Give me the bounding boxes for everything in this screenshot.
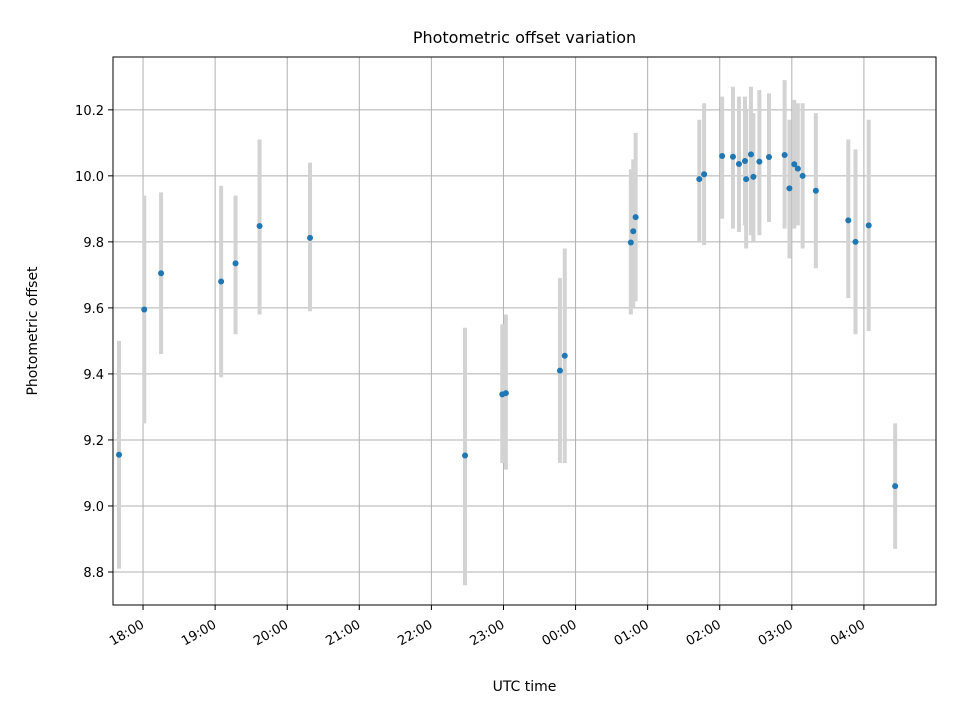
y-tick-label: 9.4 bbox=[83, 368, 104, 383]
data-point bbox=[719, 153, 726, 160]
plot-frame bbox=[112, 56, 937, 606]
data-point bbox=[218, 278, 225, 285]
data-point bbox=[632, 214, 639, 221]
x-axis-label: UTC time bbox=[493, 679, 557, 695]
data-point bbox=[232, 260, 239, 267]
data-point bbox=[116, 451, 123, 458]
data-point bbox=[799, 172, 806, 179]
data-point bbox=[852, 238, 859, 245]
y-tick-label: 9.0 bbox=[83, 500, 104, 515]
data-point bbox=[158, 270, 165, 277]
data-point bbox=[865, 222, 872, 229]
data-point bbox=[729, 153, 736, 160]
data-point bbox=[556, 367, 563, 374]
y-tick-label: 10.0 bbox=[75, 170, 104, 185]
data-point bbox=[502, 390, 509, 397]
data-point bbox=[307, 234, 314, 241]
data-point bbox=[696, 176, 703, 183]
y-tick-label: 8.8 bbox=[83, 566, 104, 581]
data-point bbox=[791, 161, 798, 168]
data-point bbox=[765, 154, 772, 161]
data-point bbox=[743, 176, 750, 183]
chart-title: Photometric offset variation bbox=[413, 28, 636, 47]
data-point bbox=[786, 185, 793, 192]
data-point bbox=[756, 158, 763, 165]
data-point bbox=[812, 187, 819, 194]
y-tick-label: 10.2 bbox=[75, 104, 104, 119]
point-layer bbox=[116, 151, 899, 490]
data-point bbox=[747, 151, 754, 158]
data-point bbox=[627, 239, 634, 246]
data-point bbox=[892, 483, 899, 490]
y-tick-label: 9.6 bbox=[83, 302, 104, 317]
data-point bbox=[845, 217, 852, 224]
data-point bbox=[794, 165, 801, 172]
data-point bbox=[741, 157, 748, 164]
y-axis-label: Photometric offset bbox=[25, 266, 41, 396]
data-point bbox=[630, 228, 637, 235]
data-point bbox=[781, 152, 788, 159]
data-point bbox=[561, 352, 568, 359]
y-tick-label: 9.8 bbox=[83, 236, 104, 251]
data-point bbox=[256, 223, 263, 230]
data-point bbox=[750, 173, 757, 180]
data-point bbox=[701, 171, 708, 178]
y-tick-label: 9.2 bbox=[83, 434, 104, 449]
data-point bbox=[462, 452, 469, 459]
data-point bbox=[735, 160, 742, 167]
data-point bbox=[141, 306, 148, 313]
